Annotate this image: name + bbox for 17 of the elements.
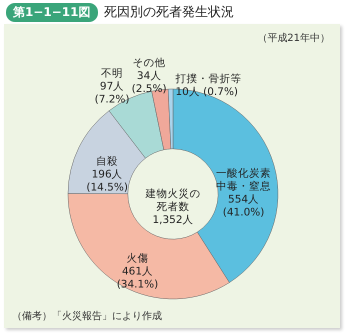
slice-label: 不明 — [101, 68, 124, 80]
text: （備考）「火災報告」により作成 — [12, 310, 162, 323]
chart-title: 死因別の死者発生状況 — [104, 4, 234, 21]
text: 建物火災の死者数 — [144, 187, 200, 213]
data-label: 461人 (34.1%) — [116, 265, 158, 290]
data-label: 97人 (7.2%) — [94, 80, 130, 106]
slice-label: 自殺 — [96, 155, 118, 168]
data-label: 554人 (41.0%) — [222, 193, 264, 218]
slice-label: その他 — [132, 57, 166, 69]
chart-subtitle: （平成21年中） — [257, 32, 330, 45]
data-label: 196人 (14.5%) — [86, 168, 128, 194]
data-label: 34人 (2.5%) — [132, 70, 167, 95]
text: 第1−1−11図 — [6, 3, 98, 22]
text: 1,352人 — [152, 214, 194, 226]
slice-label: 火傷 — [126, 251, 148, 264]
slice-label: 一酸化炭素中毒・窒息 — [216, 166, 272, 192]
slice-label: 打撲・骨折等 — [174, 73, 242, 86]
